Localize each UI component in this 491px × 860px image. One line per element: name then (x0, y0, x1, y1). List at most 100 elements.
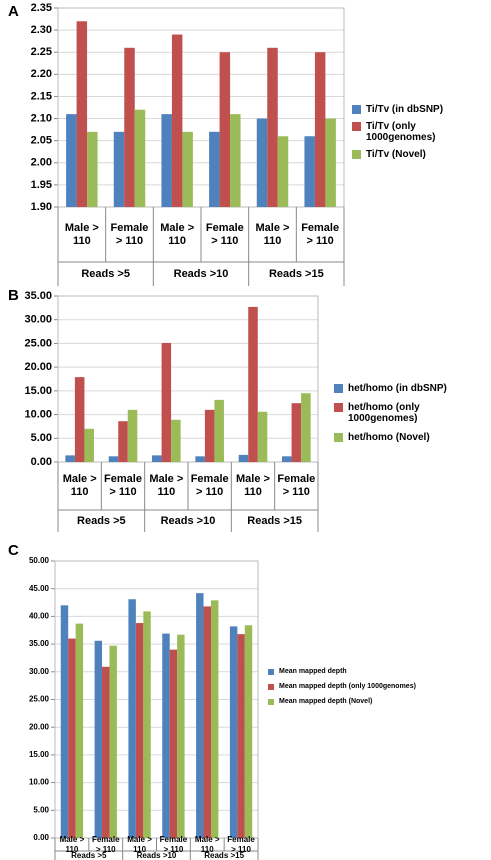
panel-label: C (8, 542, 19, 559)
x-tick-label: Female > 110 (159, 835, 188, 854)
y-tick-label: 30.00 (29, 667, 50, 676)
x-tick-label: Male > 110 (149, 473, 184, 498)
bar (267, 47, 278, 207)
group-label: Reads >5 (81, 267, 130, 280)
plot-frame (57, 7, 345, 208)
bar (203, 606, 211, 838)
bar (301, 393, 311, 462)
legend-swatch (334, 403, 343, 412)
legend-swatch (268, 669, 274, 675)
y-tick-label: 20.00 (24, 361, 52, 373)
y-tick-label: 2.05 (31, 135, 52, 147)
bar (314, 52, 326, 207)
bar (229, 626, 238, 838)
x-tick-label: Male > 110 (62, 473, 97, 498)
y-tick-label: 2.10 (31, 112, 52, 124)
bar (244, 625, 253, 838)
bar (94, 640, 103, 838)
y-tick-label: 20.00 (29, 722, 50, 731)
bar (304, 136, 315, 207)
bar (162, 633, 170, 838)
x-tick-label: Female > 110 (190, 473, 229, 498)
legend-swatch (334, 384, 343, 393)
x-tick-label: Male > 110 (127, 835, 152, 854)
legend-label: Ti/Tv (Novel) (366, 149, 426, 160)
plot-frame (57, 295, 319, 463)
bar (124, 47, 135, 207)
bar (134, 109, 146, 207)
bar (118, 421, 128, 462)
bar (169, 649, 178, 838)
bar (171, 419, 181, 462)
bar (68, 638, 76, 838)
bar (76, 21, 88, 208)
bar (66, 114, 77, 207)
x-tick-label: Female > 110 (205, 221, 244, 247)
bar (60, 605, 69, 838)
x-tick-label: Male > 110 (236, 473, 270, 498)
bar (237, 634, 245, 838)
y-tick-label: 45.00 (29, 584, 50, 593)
bar (230, 114, 241, 207)
y-tick-label: 2.25 (31, 46, 52, 58)
y-tick-label: 25.00 (29, 695, 50, 704)
legend-swatch (334, 433, 343, 442)
bar (161, 342, 172, 462)
legend-item: Ti/Tv (only 1000genomes) (352, 121, 488, 143)
y-tick-label: 35.00 (29, 639, 50, 648)
x-tick-label: Female > 110 (104, 473, 142, 498)
bar (196, 593, 204, 838)
y-tick-label: 50.00 (29, 556, 50, 565)
x-tick-label: Male > 110 (194, 835, 220, 854)
y-tick-label: 1.90 (31, 201, 52, 213)
bar (108, 456, 119, 462)
x-tick-label: Female > 110 (301, 221, 340, 247)
y-tick-label: 2.35 (31, 2, 52, 14)
bar (210, 600, 219, 838)
group-label: Reads >10 (160, 514, 216, 527)
legend-label: Ti/Tv (only 1000genomes) (366, 121, 436, 143)
bar (177, 634, 185, 838)
panel-label: A (8, 3, 19, 20)
y-tick-label: 2.30 (31, 24, 52, 36)
group-label: Reads >15 (268, 267, 324, 280)
bar (209, 131, 220, 207)
bar (161, 114, 172, 207)
y-tick-label: 0.00 (31, 456, 52, 468)
legend: Mean mapped depth Mean mapped depth (only… (268, 668, 418, 713)
bar (214, 399, 224, 462)
legend-item: het/homo (Novel) (334, 432, 484, 443)
legend-item: Ti/Tv (in dbSNP) (352, 104, 488, 115)
legend-item: het/homo (in dbSNP) (334, 383, 484, 394)
legend-swatch (352, 105, 361, 114)
legend-swatch (268, 684, 274, 690)
bar (109, 645, 117, 838)
group-label: Reads >15 (204, 850, 245, 860)
bar (127, 409, 138, 462)
bar (65, 455, 75, 462)
group-label: Reads >15 (247, 514, 303, 527)
y-tick-label: 10.00 (29, 778, 50, 787)
y-tick-label: 0.00 (33, 833, 49, 842)
legend-item: Mean mapped depth (Novel) (268, 698, 418, 705)
bar (219, 52, 231, 207)
x-tick-label: Female > 110 (91, 835, 120, 854)
bar (113, 131, 125, 207)
legend: het/homo (in dbSNP) het/homo (only 1000ge… (334, 383, 484, 451)
bar (277, 136, 289, 207)
x-tick-label: Female > 110 (110, 221, 149, 247)
bar (102, 666, 110, 838)
bar (84, 428, 94, 462)
bar (325, 118, 336, 207)
bar (143, 611, 151, 838)
group-label: Reads >5 (71, 850, 107, 860)
bar (291, 403, 302, 462)
y-tick-label: 2.15 (31, 90, 52, 102)
bar (282, 456, 292, 462)
x-tick-label: Female > 110 (277, 473, 316, 498)
legend-label: Mean mapped depth (279, 668, 347, 675)
legend-label: Mean mapped depth (only 1000genomes) (279, 683, 416, 690)
y-tick-label: 40.00 (29, 612, 50, 621)
